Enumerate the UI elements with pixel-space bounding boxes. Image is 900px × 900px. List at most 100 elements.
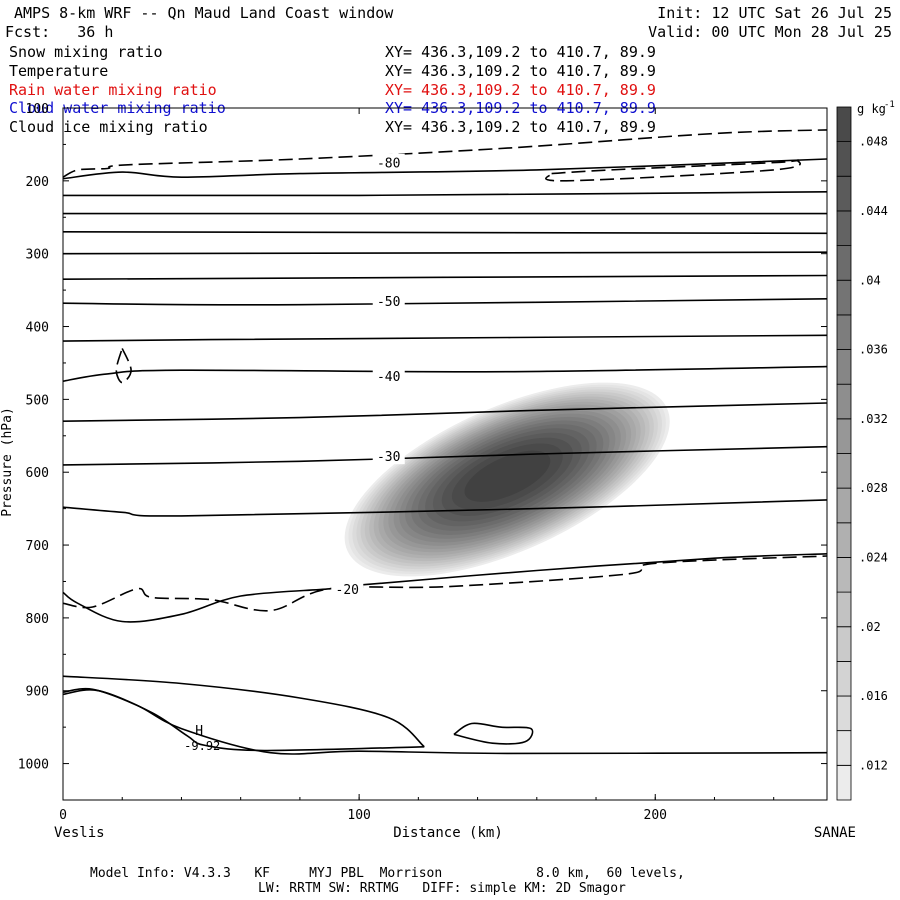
init-time: Init: 12 UTC Sat 26 Jul 25 <box>657 4 892 22</box>
colorbar-tick-label: .028 <box>859 481 888 495</box>
valid-time: Valid: 00 UTC Mon 28 Jul 25 <box>648 23 892 41</box>
colorbar-swatch <box>836 626 852 662</box>
high-marker-value: -9.92 <box>184 739 220 753</box>
colorbar-tick-label: .048 <box>859 135 888 149</box>
colorbar-swatch <box>836 487 852 524</box>
y-tick-label: 200 <box>26 175 49 190</box>
field-xy-snow: XY= 436.3,109.2 to 410.7, 89.9 <box>385 43 656 61</box>
colorbar-unit-exponent: -1 <box>884 100 895 110</box>
colorbar-tick-label: .02 <box>859 620 881 634</box>
colorbar-swatch <box>836 279 852 316</box>
temperature-isotherm <box>63 499 827 517</box>
y-tick-label: 300 <box>26 248 49 263</box>
colorbar-tick-label: .016 <box>859 689 888 703</box>
y-tick-label: 900 <box>26 685 49 700</box>
label-mask <box>372 367 405 385</box>
temperature-isotherm <box>63 298 827 306</box>
isotherm-label: -30 <box>377 450 400 465</box>
temperature-isotherm <box>63 251 827 255</box>
field-xy-cloud-ice: XY= 436.3,109.2 to 410.7, 89.9 <box>385 118 656 136</box>
field-name-cloud-ice: Cloud ice mixing ratio <box>9 118 208 136</box>
colorbar-swatch <box>836 349 852 385</box>
isotherm-label: -40 <box>377 370 400 385</box>
colorbar-tick-label: .024 <box>859 551 888 565</box>
y-tick-label: 600 <box>26 466 49 481</box>
label-mask <box>331 579 364 597</box>
cloud-ice-contour <box>115 348 132 384</box>
colorbar-tick-label: .036 <box>859 343 888 357</box>
field-xy-rain: XY= 436.3,109.2 to 410.7, 89.9 <box>385 81 656 99</box>
colorbar-tick-label: .012 <box>859 758 888 772</box>
colorbar-swatch <box>836 418 852 454</box>
colorbar-swatch <box>836 730 852 766</box>
temperature-isotherm <box>63 689 425 752</box>
y-tick-label: 500 <box>26 393 49 408</box>
colorbar: .012 .016 .02 .024 .028 .032 .036 .04 .044 .048 g … <box>836 100 895 801</box>
model-info-line2: LW: RRTM SW: RRTMG DIFF: simple KM: 2D S… <box>258 881 626 896</box>
axes: 100 200 300 400 500 600 700 800 900 1000 0 100 200 <box>18 102 827 823</box>
chart-title: AMPS 8-km WRF -- Qn Maud Land Coast wind… <box>14 4 394 22</box>
contour-lines <box>63 129 827 755</box>
forecast-hour: Fcst: 36 h <box>5 23 114 41</box>
temperature-isotherm <box>63 365 827 382</box>
temperature-isotherm <box>63 274 827 280</box>
temperature-isotherm <box>63 158 827 180</box>
y-tick-label: 1000 <box>18 758 49 773</box>
contour-labels: -80 -50 -40 -30 -20 H-9.92 <box>184 153 405 753</box>
colorbar-swatch <box>836 383 852 420</box>
y-tick-label: 100 <box>26 102 49 117</box>
colorbar-swatch <box>836 245 852 281</box>
label-mask <box>372 447 405 465</box>
x-tick-label: 0 <box>59 808 67 823</box>
x-axis-label: Distance (km) <box>393 825 503 841</box>
colorbar-swatch <box>836 175 852 212</box>
x-tick-label: 100 <box>347 808 370 823</box>
colorbar-tick-label: .044 <box>859 204 888 218</box>
x-tick-label: 200 <box>644 808 667 823</box>
colorbar-unit: g kg <box>857 102 886 116</box>
field-name-rain: Rain water mixing ratio <box>9 81 217 99</box>
temperature-isotherm <box>63 402 827 422</box>
temperature-isotherm-closed <box>453 722 534 745</box>
y-tick-label: 700 <box>26 539 49 554</box>
colorbar-swatch <box>836 210 852 246</box>
isotherm-label: -20 <box>336 583 359 598</box>
field-name-snow: Snow mixing ratio <box>9 43 163 61</box>
field-name-temperature: Temperature <box>9 62 109 80</box>
label-mask <box>372 153 405 171</box>
isotherm-label: -80 <box>377 157 400 172</box>
y-axis-label: Pressure (hPa) <box>0 407 15 517</box>
colorbar-swatch <box>836 522 852 558</box>
colorbar-swatch <box>836 106 852 142</box>
snow-shade-level <box>464 450 551 502</box>
plot-frame <box>62 107 828 801</box>
temperature-isotherm <box>63 334 827 342</box>
y-tick-label: 400 <box>26 321 49 336</box>
x-end-location: SANAE <box>814 825 856 841</box>
y-tick-label: 800 <box>26 612 49 627</box>
colorbar-swatch <box>836 695 852 731</box>
high-marker: H <box>195 724 203 739</box>
cloud-ice-contour <box>63 129 827 178</box>
colorbar-swatch <box>836 765 852 801</box>
colorbar-tick-label: .032 <box>859 412 888 426</box>
cloud-ice-contour <box>545 159 801 182</box>
temperature-isotherm <box>63 675 425 748</box>
x-start-location: Veslis <box>54 825 105 841</box>
colorbar-swatch <box>836 661 852 697</box>
temperature-isotherm <box>63 231 827 235</box>
isotherm-label: -50 <box>377 295 400 310</box>
colorbar-tick-label: .04 <box>859 273 881 287</box>
colorbar-swatch <box>836 314 852 350</box>
label-mask <box>372 292 405 310</box>
colorbar-swatch <box>836 557 852 593</box>
model-info-line1: Model Info: V4.3.3 KF MYJ PBL Morrison 8… <box>90 866 685 881</box>
field-xy-temperature: XY= 436.3,109.2 to 410.7, 89.9 <box>385 62 656 80</box>
colorbar-swatch <box>836 591 852 628</box>
colorbar-swatch <box>836 141 852 177</box>
temperature-isotherm <box>63 687 827 755</box>
colorbar-swatch <box>836 453 852 489</box>
temperature-isotherm <box>63 191 827 197</box>
temperature-isotherm <box>63 445 827 466</box>
